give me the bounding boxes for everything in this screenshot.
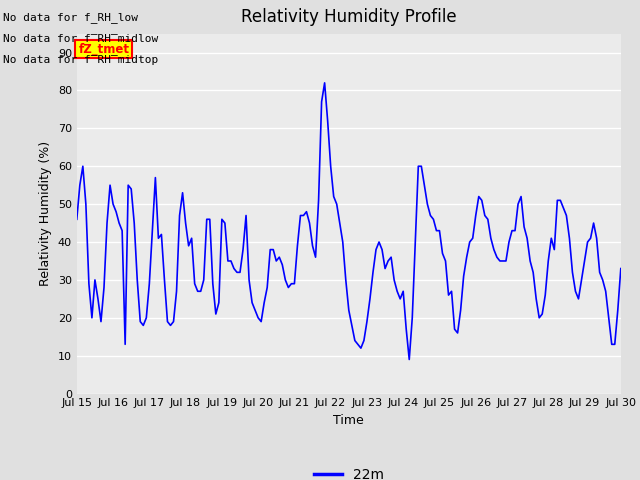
Title: Relativity Humidity Profile: Relativity Humidity Profile <box>241 9 456 26</box>
X-axis label: Time: Time <box>333 414 364 427</box>
Y-axis label: Relativity Humidity (%): Relativity Humidity (%) <box>39 141 52 286</box>
Legend: 22m: 22m <box>308 462 389 480</box>
Text: fZ_tmet: fZ_tmet <box>78 43 129 56</box>
Text: No data for f̅RH̅midtop: No data for f̅RH̅midtop <box>3 55 159 65</box>
Text: No data for f_RH_low: No data for f_RH_low <box>3 12 138 23</box>
Text: No data for f̅RH̅midlow: No data for f̅RH̅midlow <box>3 34 159 44</box>
